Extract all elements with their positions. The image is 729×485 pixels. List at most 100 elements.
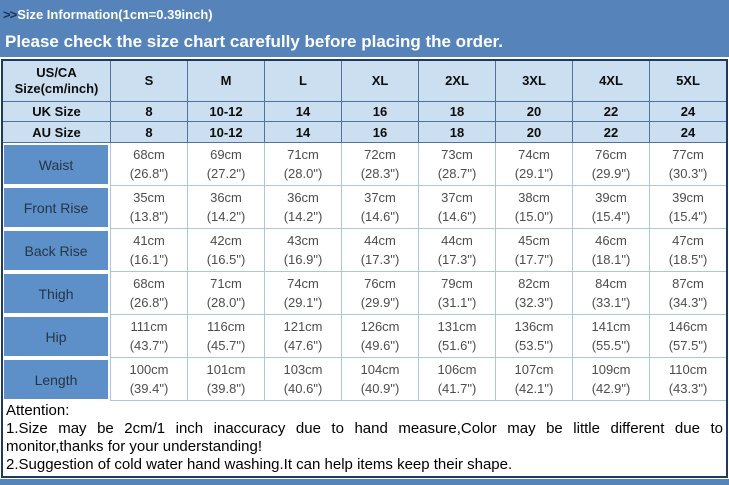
attention-note-2: 2.Suggestion of cold water hand washing.…: [6, 456, 513, 473]
size-column-header: M: [187, 61, 264, 102]
au-size-value-cell: 14: [264, 122, 341, 143]
measurement-value-inch: (51.6"): [437, 338, 477, 353]
measurement-value-cm: 38cm: [518, 190, 550, 205]
size-column-header: S: [110, 61, 187, 102]
measurement-value-cm: 46cm: [595, 233, 627, 248]
measurement-value-inch: (53.5"): [514, 338, 554, 353]
measurement-value-inch: (18.5"): [668, 252, 708, 267]
measurement-value-inch: (14.6"): [360, 209, 400, 224]
measurement-value-inch: (29.9"): [360, 295, 400, 310]
measurement-value-cm: 131cm: [437, 319, 477, 334]
measurement-value-inch: (16.5"): [206, 252, 246, 267]
uk-size-value-cell: 24: [649, 102, 726, 122]
measurement-value-cm: 45cm: [518, 233, 550, 248]
measurement-value-cm: 107cm: [514, 362, 554, 377]
measurement-label: Thigh: [3, 272, 110, 315]
measurement-value-cell: 41cm (16.1"): [110, 229, 187, 272]
measurement-value-cell: 44cm (17.3"): [418, 229, 495, 272]
measurement-value-cell: 110cm (43.3"): [649, 358, 726, 401]
measurement-value-cm: 73cm: [441, 147, 473, 162]
measurement-value-cm: 42cm: [210, 233, 242, 248]
measurement-value-cell: 37cm (14.6"): [341, 186, 418, 229]
measurement-value-inch: (17.3"): [360, 252, 400, 267]
measurement-value-cell: 35cm (13.8"): [110, 186, 187, 229]
measurement-value-cell: 71cm (28.0"): [264, 143, 341, 186]
measurement-value-inch: (39.4"): [129, 381, 169, 396]
measurement-value-inch: (29.1"): [514, 166, 554, 181]
measurement-value-inch: (42.9"): [591, 381, 631, 396]
measurement-value-cm: 76cm: [364, 276, 396, 291]
au-size-value-cell: 8: [110, 122, 187, 143]
au-size-value-cell: 22: [572, 122, 649, 143]
size-column-header: L: [264, 61, 341, 102]
uk-size-row: UK Size 8 10-12 14 16 18 20 22 24: [3, 102, 726, 122]
measurement-value-cm: 110cm: [668, 362, 708, 377]
measurement-value-cell: 79cm (31.1"): [418, 272, 495, 315]
measurement-value-cm: 47cm: [672, 233, 704, 248]
measurement-value-cm: 109cm: [591, 362, 631, 377]
measurement-value-inch: (47.6"): [283, 338, 323, 353]
attention-section: Attention: 1.Size may be 2cm/1 inch inac…: [3, 401, 726, 476]
measurement-value-inch: (16.1"): [129, 252, 169, 267]
measurement-value-cell: 69cm (27.2"): [187, 143, 264, 186]
measurement-value-inch: (43.3"): [668, 381, 708, 396]
measurement-value-cm: 37cm: [441, 190, 473, 205]
notice-bar: Please check the size chart carefully be…: [0, 28, 729, 57]
measurement-value-inch: (28.7"): [437, 166, 477, 181]
uk-size-value-cell: 14: [264, 102, 341, 122]
attention-title: Attention:: [6, 402, 70, 419]
au-size-value-cell: 18: [418, 122, 495, 143]
measurement-value-cell: 74cm (29.1"): [495, 143, 572, 186]
size-column-header: 4XL: [572, 61, 649, 102]
measurement-value-cell: 36cm (14.2"): [264, 186, 341, 229]
measurement-value-cm: 76cm: [595, 147, 627, 162]
measurement-value-inch: (40.9"): [360, 381, 400, 396]
measurement-value-inch: (27.2"): [206, 166, 246, 181]
measurement-value-cell: 131cm (51.6"): [418, 315, 495, 358]
measurement-value-cm: 44cm: [364, 233, 396, 248]
measurement-value-cm: 87cm: [672, 276, 704, 291]
au-size-value-cell: 20: [495, 122, 572, 143]
measurement-value-cell: 76cm (29.9"): [341, 272, 418, 315]
measurement-value-cell: 71cm (28.0"): [187, 272, 264, 315]
measurement-value-cell: 45cm (17.7"): [495, 229, 572, 272]
measurement-value-cell: 109cm (42.9"): [572, 358, 649, 401]
measurement-value-cell: 136cm (53.5"): [495, 315, 572, 358]
measurement-value-cm: 36cm: [287, 190, 319, 205]
measurement-value-cell: 126cm (49.6"): [341, 315, 418, 358]
measurement-value-cm: 44cm: [441, 233, 473, 248]
measurement-value-inch: (13.8"): [129, 209, 169, 224]
corner-header-line1: US/CA: [36, 65, 77, 80]
measurement-value-cell: 104cm (40.9"): [341, 358, 418, 401]
au-size-value-cell: 10-12: [187, 122, 264, 143]
measurement-value-cm: 35cm: [133, 190, 165, 205]
measurement-value-cell: 47cm (18.5"): [649, 229, 726, 272]
measurement-value-cell: 146cm (57.5"): [649, 315, 726, 358]
measurement-label: Length: [3, 358, 110, 401]
measurement-row: Thigh 68cm (26.8") 71cm (28.0") 74cm (29.1") 76…: [3, 272, 726, 315]
measurement-value-inch: (18.1"): [591, 252, 631, 267]
size-info-title: Size Information(1cm=0.39inch): [17, 7, 213, 22]
measurement-value-cm: 74cm: [287, 276, 319, 291]
measurement-value-inch: (42.1"): [514, 381, 554, 396]
measurement-value-inch: (14.2"): [206, 209, 246, 224]
measurement-value-cm: 77cm: [672, 147, 704, 162]
measurement-value-cm: 82cm: [518, 276, 550, 291]
measurement-value-cell: 39cm (15.4"): [572, 186, 649, 229]
measurement-value-cell: 73cm (28.7"): [418, 143, 495, 186]
measurement-value-inch: (15.4"): [591, 209, 631, 224]
size-header-row: US/CA Size(cm/inch) S M L XL 2XL 3XL 4XL 5XL: [3, 61, 726, 102]
measurement-value-cm: 100cm: [129, 362, 169, 377]
measurement-label: Front Rise: [3, 186, 110, 229]
size-chart-table: US/CA Size(cm/inch) S M L XL 2XL 3XL 4XL 5XL UK…: [1, 59, 728, 478]
measurement-value-cm: 111cm: [130, 319, 168, 334]
measurement-value-cm: 104cm: [360, 362, 400, 377]
measurement-value-cm: 79cm: [441, 276, 473, 291]
notice-text: Please check the size chart carefully be…: [5, 32, 503, 51]
measurement-value-inch: (28.0"): [283, 166, 323, 181]
measurement-value-cm: 71cm: [210, 276, 242, 291]
measurement-value-inch: (17.7"): [514, 252, 554, 267]
measurement-value-inch: (14.2"): [283, 209, 323, 224]
measurement-value-cell: 116cm (45.7"): [187, 315, 264, 358]
row-label-uk: UK Size: [3, 102, 110, 122]
